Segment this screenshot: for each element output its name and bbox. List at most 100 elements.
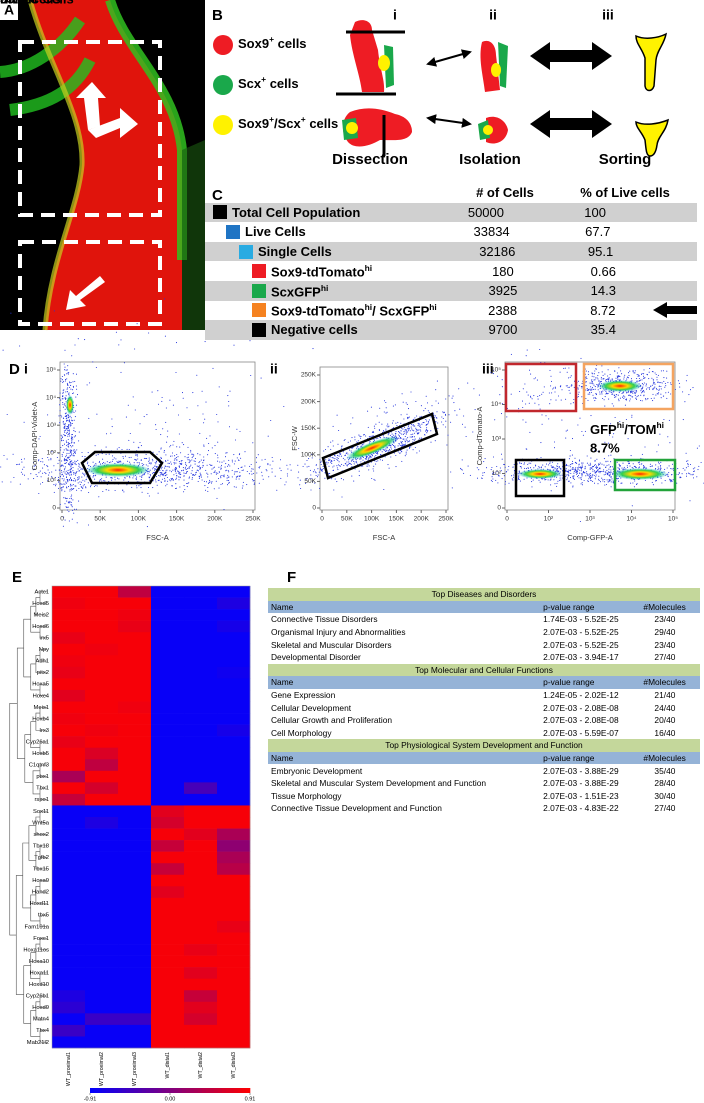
heatmap-cell [217, 666, 251, 679]
heatmap-cell [118, 620, 152, 633]
gene-label: Matn4 [33, 1017, 50, 1023]
heatmap-cell [118, 840, 152, 852]
highlight-arrow [653, 302, 697, 319]
heatmap-cell [85, 1036, 119, 1049]
heatmap-cell [217, 920, 251, 933]
heatmap-cell [85, 909, 119, 922]
table-cell: Skeletal and Muscular System Development… [271, 778, 487, 789]
heatmap-cell [85, 932, 119, 945]
heatmap-cell [118, 597, 152, 610]
heatmap-cell [184, 955, 218, 968]
y-tick-label: 50K [304, 478, 316, 485]
section-title: Top Molecular and Cellular Functions [268, 663, 700, 677]
colorbar-segment [150, 1088, 155, 1093]
text-part: + [261, 74, 266, 84]
dendrogram [35, 712, 47, 731]
density-core [598, 380, 642, 392]
column-header: Name [268, 600, 541, 614]
event-dots [53, 435, 86, 524]
column-header: % of Live cells [580, 185, 670, 201]
colorbar-segment [114, 1088, 119, 1093]
x-tick-label: 10² [544, 516, 554, 523]
table-row: Single Cells 32186 95.1 [205, 241, 697, 262]
colorbar-segment [186, 1088, 191, 1093]
heatmap-cell [217, 840, 251, 852]
heatmap-cell [85, 759, 119, 772]
heatmap-cell [151, 666, 185, 679]
heatmap-cell [217, 678, 251, 691]
heatmap-cell [52, 851, 86, 864]
x-tick-label: 200K [414, 516, 430, 523]
text-part: hi [657, 420, 665, 430]
heatmap-cell [151, 874, 185, 887]
cell-count: 32186 [479, 244, 516, 260]
gene-label: Tbx18 [33, 843, 49, 849]
heatmap-cell [52, 713, 86, 725]
row-name: Sox9-tdTomatohi/ ScxGFPhi [271, 302, 437, 318]
colorbar-segment [118, 1088, 123, 1093]
density-core [612, 468, 668, 480]
colorbar-segment [98, 1088, 103, 1093]
gate-label: Single Cells [0, 0, 74, 6]
density-core [86, 463, 150, 477]
heatmap-border [51, 585, 251, 1049]
panel-b-schematic [336, 20, 669, 157]
text-part: hi [429, 302, 437, 313]
y-tick-label: 10⁴ [491, 401, 501, 408]
heatmap-cell [85, 851, 119, 864]
table-row: Tissue Morphology 2.07E-03 - 1.51E-23 30/4… [268, 790, 700, 803]
gene-label: Hoxc4 [33, 693, 50, 699]
gate-label: 8.7% [590, 440, 620, 455]
heatmap-cell [217, 851, 251, 864]
x-axis-label: Comp-GFP-A [567, 533, 612, 542]
gene-label: Cyp26a1 [26, 739, 49, 745]
section-title-row: Top Diseases and Disorders [268, 588, 700, 601]
heatmap-cell [85, 897, 119, 910]
y-tick-label: 10³ [47, 422, 57, 429]
heatmap-cell [151, 897, 185, 910]
heatmap-cell [52, 643, 86, 656]
heatmap-cell [52, 678, 86, 691]
text-part: / ScxGFP [372, 303, 430, 319]
colorbar-label: -0.91 [84, 1096, 97, 1102]
percent-live: 95.1 [587, 244, 614, 260]
heatmap-cell [118, 632, 152, 645]
heatmap-cell [52, 666, 86, 679]
heatmap-cell [85, 701, 119, 714]
heatmap-cell [184, 678, 218, 691]
heatmap-cell [52, 782, 86, 795]
heatmap-cell [52, 840, 86, 852]
y-axis-label: FSC-W [290, 425, 299, 450]
legend-label: Sox9+ cells [238, 34, 307, 51]
x-tick-label: 50K [341, 516, 353, 523]
table-row: Sox9-tdTomatohi 180 0.66 [205, 261, 697, 281]
gene-label: C1qtnf3 [29, 763, 49, 769]
heatmap-cell [184, 609, 218, 621]
heatmap-cell [85, 597, 119, 610]
gate [321, 412, 439, 480]
heatmap-cell [85, 689, 119, 702]
heatmap-cell [217, 632, 251, 645]
row-swatch [226, 224, 240, 239]
heatmap-cell [85, 632, 119, 645]
colorbar-segment [210, 1088, 215, 1093]
stage-name: Isolation [459, 151, 521, 168]
column-header: #Molecules [640, 676, 700, 689]
colorbar-segment [102, 1088, 107, 1093]
colorbar-segment [238, 1088, 243, 1093]
heatmap-cell [118, 724, 152, 737]
table-cell: 2.07E-03 - 4.83E-22 [543, 803, 619, 814]
colorbar-segment [242, 1088, 247, 1093]
cell-count-table: # of Cells% of Live cells Total Cell Popu… [205, 183, 697, 340]
heatmap-cell [52, 770, 86, 783]
legend-label: Scx+ cells [238, 74, 299, 91]
colorbar-segment [138, 1088, 143, 1093]
heatmap-cell [52, 944, 86, 956]
heatmap-cell [118, 736, 152, 748]
row-name-cell: Sox9-tdTomatohi [205, 263, 453, 279]
gene-label: Hoxd6 [32, 624, 49, 630]
table-cell: 29/40 [654, 627, 676, 638]
row-name: Single Cells [258, 244, 332, 260]
table-cell: 2.07E-03 - 5.52E-25 [543, 639, 619, 650]
